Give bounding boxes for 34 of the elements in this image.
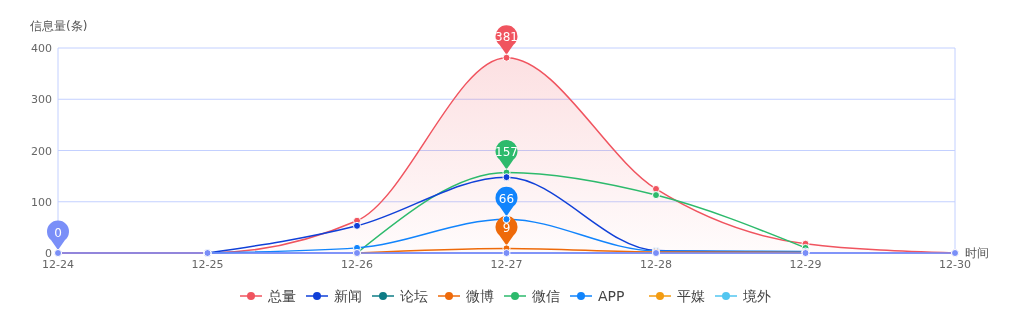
legend-label: 新闻 xyxy=(334,288,362,304)
point xyxy=(502,173,511,182)
annotation: 0 xyxy=(54,225,62,240)
x-tick-label: 12-26 xyxy=(341,258,373,271)
point xyxy=(652,191,660,200)
x-axis-title: 时间 xyxy=(965,246,989,260)
point xyxy=(502,53,511,62)
y-tick-label: 200 xyxy=(31,144,52,158)
y-tick-label: 300 xyxy=(31,93,52,107)
x-tick-label: 12-24 xyxy=(42,258,74,271)
y-tick-label: 0 xyxy=(45,247,52,260)
point xyxy=(353,221,361,230)
annotation: 157 xyxy=(495,145,518,160)
annotation: 66 xyxy=(498,191,515,206)
legend-label: APP xyxy=(598,288,625,304)
legend-label: 微博 xyxy=(466,288,494,304)
legend-label: 总量 xyxy=(267,288,296,304)
point xyxy=(502,249,511,257)
y-tick-label: 400 xyxy=(31,42,52,55)
annotation: 9 xyxy=(502,220,511,235)
annotation: 381 xyxy=(495,30,518,45)
legend-label: 微信 xyxy=(532,288,560,304)
x-tick-label: 12-30 xyxy=(939,258,971,271)
x-tick-label: 12-29 xyxy=(789,258,822,271)
legend-label: 境外 xyxy=(742,288,771,304)
y-tick-label: 100 xyxy=(31,195,52,209)
x-tick-label: 12-28 xyxy=(640,258,672,271)
legend-label: 平媒 xyxy=(677,288,705,304)
x-tick-label: 12-27 xyxy=(490,258,523,271)
y-axis-title: 信息量(条) xyxy=(30,19,88,33)
point xyxy=(502,215,511,224)
x-tick-label: 12-25 xyxy=(191,258,224,271)
point xyxy=(652,184,660,193)
legend-label: 论坛 xyxy=(400,288,428,304)
